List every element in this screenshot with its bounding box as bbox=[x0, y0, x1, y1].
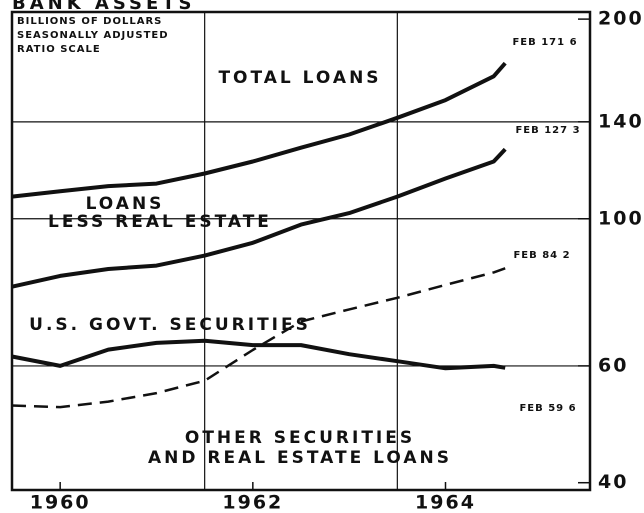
axis-note: BILLIONS OF DOLLARS bbox=[17, 16, 162, 27]
plot-frame bbox=[10, 10, 592, 492]
series-label: LOANS bbox=[86, 194, 165, 214]
end-label: FEB 59 6 bbox=[519, 403, 576, 414]
axis-note: RATIO SCALE bbox=[17, 44, 101, 55]
y-tick-label: 140 bbox=[598, 110, 644, 132]
end-label: FEB 171 6 bbox=[512, 37, 577, 48]
series-line bbox=[11, 267, 506, 409]
end-label: FEB 127 3 bbox=[515, 125, 580, 136]
axis-note: SEASONALLY ADJUSTED bbox=[17, 30, 169, 41]
series-label: TOTAL LOANS bbox=[218, 68, 381, 88]
series-label: LESS REAL ESTATE bbox=[48, 212, 272, 232]
end-label: FEB 84 2 bbox=[513, 250, 570, 261]
series-line bbox=[11, 338, 506, 371]
series-line bbox=[11, 147, 507, 289]
series-label: U.S. GOVT. SECURITIES bbox=[29, 315, 311, 335]
chart-title: BANK ASSETS bbox=[12, 0, 196, 14]
y-tick-label: 40 bbox=[598, 471, 628, 493]
y-tick-label: 60 bbox=[598, 354, 628, 376]
y-tick-label: 100 bbox=[598, 207, 644, 229]
x-tick-label: 1960 bbox=[30, 492, 91, 513]
series-label: AND REAL ESTATE LOANS bbox=[148, 448, 452, 468]
x-tick-label: 1962 bbox=[222, 492, 283, 513]
x-tick-label: 1964 bbox=[415, 492, 476, 513]
y-tick-label: 200 bbox=[598, 8, 644, 30]
series-line bbox=[11, 61, 507, 199]
series-label: OTHER SECURITIES bbox=[185, 428, 415, 448]
